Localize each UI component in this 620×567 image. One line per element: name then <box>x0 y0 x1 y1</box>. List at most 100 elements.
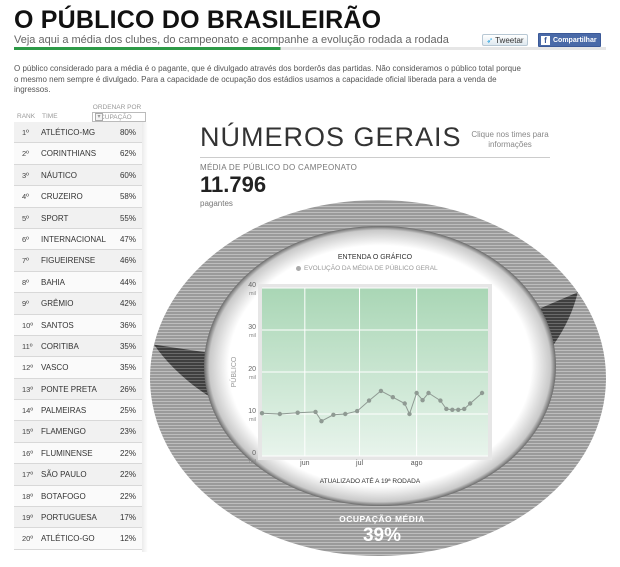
ranking-occupancy: 22% <box>119 448 136 458</box>
ranking-team: CORINTHIANS <box>41 149 97 159</box>
ranking-row[interactable]: 12º VASCO 35% <box>14 357 142 379</box>
ranking-row[interactable]: 13º PONTE PRETA 26% <box>14 378 142 401</box>
tweet-button[interactable]: ➶ Tweetar <box>482 34 528 46</box>
ranking-team: FIGUEIRENSE <box>41 256 96 266</box>
ranking-position: 13º <box>22 384 34 394</box>
ranking-team: BAHIA <box>41 277 66 287</box>
intro-text: O público considerado para a média é o p… <box>14 64 521 94</box>
series-point <box>407 411 412 417</box>
ranking-team: FLUMINENSE <box>41 448 93 458</box>
legend-dot-icon <box>296 265 301 271</box>
ranking-position: 1º <box>22 128 29 137</box>
ranking-team: ATLÉTICO-MG <box>41 128 96 137</box>
ranking-team: VASCO <box>41 363 69 373</box>
ranking-shadow <box>142 122 148 552</box>
chevron-down-icon: ▾ <box>95 113 103 121</box>
ranking-list: 1º ATLÉTICO-MG 80% 2º CORINTHIANS 62% 3º NÁUTIC… <box>14 122 142 550</box>
series-point <box>462 406 467 412</box>
ranking-row[interactable]: 7º FIGUEIRENSE 46% <box>14 250 142 272</box>
page-subtitle: Veja aqui a média dos clubes, do campeon… <box>14 34 449 46</box>
ranking-row[interactable]: 17º SÃO PAULO 22% <box>14 464 142 486</box>
ranking-team: PORTUGUESA <box>41 513 97 523</box>
ranking-row[interactable]: 5º SPORT 55% <box>14 207 142 229</box>
ranking-row[interactable]: 8º BAHIA 44% <box>14 271 142 294</box>
attendance-line-chart: 0 mil 10 mil 20 mil 30 mil 40 mil jun jul ago PÚBLICO <box>229 282 492 467</box>
y-tick-label: 40 <box>248 282 256 289</box>
series-point <box>402 401 407 406</box>
ranking-occupancy: 25% <box>119 406 136 416</box>
series-point <box>343 411 348 417</box>
ranking-position: 4º <box>22 192 29 202</box>
ranking-position: 8º <box>22 277 29 287</box>
ranking-occupancy: 58% <box>119 192 136 202</box>
series-point <box>319 418 324 424</box>
ranking-row[interactable]: 14º PALMEIRAS 25% <box>14 400 142 422</box>
ranking-row[interactable]: 18º BOTAFOGO 22% <box>14 485 142 508</box>
series-point <box>444 406 449 412</box>
y-tick-unit: mil <box>249 291 256 297</box>
ranking-position: 10º <box>22 320 34 330</box>
ranking-team: SPORT <box>41 213 69 223</box>
ranking-row[interactable]: 15º FLAMENGO 23% <box>14 421 142 443</box>
ranking-position: 14º <box>22 406 34 416</box>
ranking-row[interactable]: 2º CORINTHIANS 62% <box>14 143 142 165</box>
occupancy-label: OCUPAÇÃO MÉDIA <box>339 514 425 524</box>
ranking-row[interactable]: 19º PORTUGUESA 17% <box>14 507 142 529</box>
ranking-team: CORITIBA <box>41 341 79 351</box>
facebook-share-button[interactable]: f Compartilhar <box>538 33 601 47</box>
ranking-occupancy: 23% <box>119 427 136 437</box>
series-point <box>366 398 372 403</box>
twitter-bird-icon: ➶ <box>486 35 494 45</box>
ranking-team: BOTAFOGO <box>41 491 86 501</box>
series-point <box>426 390 431 396</box>
ranking-occupancy: 47% <box>119 234 136 244</box>
series-point <box>390 395 396 400</box>
ranking-position: 15º <box>22 427 34 437</box>
ranking-team: SÃO PAULO <box>41 470 87 480</box>
ranking-team: INTERNACIONAL <box>41 234 106 244</box>
order-by-select[interactable]: OCUPAÇÃO ▾ <box>92 112 146 122</box>
series-point <box>414 390 419 396</box>
ranking-row[interactable]: 1º ATLÉTICO-MG 80% <box>14 122 142 144</box>
summary-divider <box>200 157 550 158</box>
ranking-row[interactable]: 20º ATLÉTICO-GO 12% <box>14 528 142 550</box>
series-point <box>331 412 336 418</box>
average-attendance-label: MÉDIA DE PÚBLICO DO CAMPEONATO <box>200 163 358 172</box>
ranking-row[interactable]: 10º SANTOS 36% <box>14 314 142 336</box>
ranking-occupancy: 44% <box>119 277 136 287</box>
ranking-row[interactable]: 9º GRÊMIO 42% <box>14 293 142 315</box>
ranking-team: PALMEIRAS <box>41 406 87 416</box>
x-tick-label: ago <box>411 460 423 467</box>
ranking-occupancy: 35% <box>119 341 136 351</box>
ranking-row[interactable]: 3º NÁUTICO 60% <box>14 164 142 187</box>
summary-heading: NÚMEROS GERAIS <box>200 122 462 152</box>
header-divider <box>14 47 606 50</box>
chart-help-link[interactable]: ENTENDA O GRÁFICO <box>337 254 413 261</box>
ranking-position: 3º <box>22 170 29 180</box>
ranking-team: FLAMENGO <box>41 427 86 437</box>
ranking-occupancy: 60% <box>119 170 136 180</box>
series-point <box>378 388 384 394</box>
click-hint: Clique nos times para informações <box>471 130 549 149</box>
average-attendance-value: 11.796 <box>200 172 267 197</box>
series-point <box>277 411 283 417</box>
ranking-row[interactable]: 6º INTERNACIONAL 47% <box>14 228 142 251</box>
series-point <box>450 407 455 412</box>
ranking-position: 20º <box>22 534 34 544</box>
ranking-occupancy: 55% <box>119 213 136 223</box>
ranking-row[interactable]: 16º FLUMINENSE 22% <box>14 442 142 465</box>
y-tick-label: 20 <box>248 366 256 373</box>
occupancy-value: 39% <box>362 525 402 546</box>
ranking-team: GRÊMIO <box>41 299 74 309</box>
ranking-team: ATLÉTICO-GO <box>41 534 95 544</box>
series-point <box>456 407 461 412</box>
tweet-button-label: Tweetar <box>495 35 524 45</box>
ranking-row[interactable]: 4º CRUZEIRO 58% <box>14 186 142 208</box>
series-point <box>295 410 300 415</box>
y-tick-unit: mil <box>249 459 256 465</box>
ranking-position: 19º <box>22 513 34 523</box>
order-by-label: ORDENAR POR <box>92 104 142 111</box>
ranking-row[interactable]: 11º CORITIBA 35% <box>14 335 142 358</box>
ranking-header: RANK TIME ORDENAR POR OCUPAÇÃO ▾ <box>14 104 146 122</box>
series-point <box>479 390 485 396</box>
